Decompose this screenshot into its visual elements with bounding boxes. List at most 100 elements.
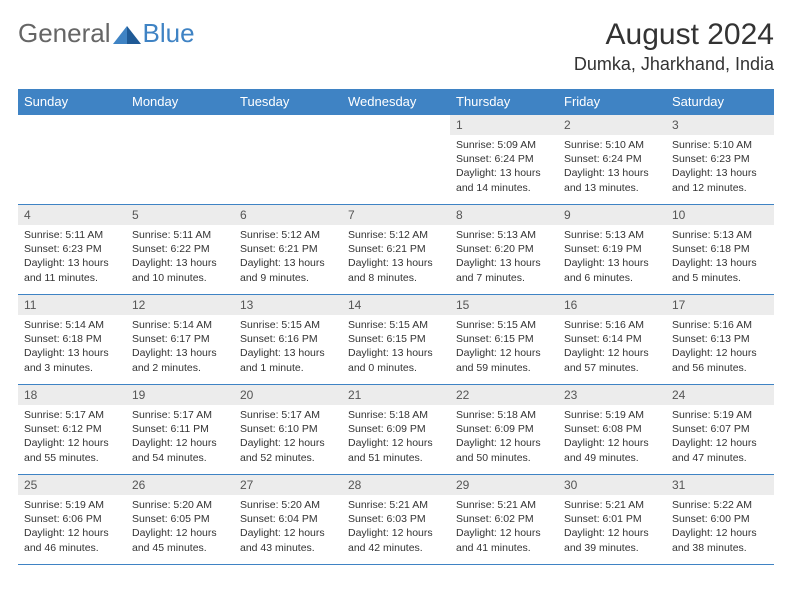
day-number: 23 — [558, 385, 666, 405]
sunrise-line: Sunrise: 5:13 AM — [564, 228, 660, 242]
day-number: 28 — [342, 475, 450, 495]
calendar-cell: 30Sunrise: 5:21 AMSunset: 6:01 PMDayligh… — [558, 475, 666, 565]
day-number: 7 — [342, 205, 450, 225]
daylight-line: Daylight: 12 hours and 39 minutes. — [564, 526, 660, 554]
logo: General Blue — [18, 18, 195, 49]
day-number: 12 — [126, 295, 234, 315]
sunset-line: Sunset: 6:19 PM — [564, 242, 660, 256]
daylight-line: Daylight: 13 hours and 1 minute. — [240, 346, 336, 374]
sunrise-line: Sunrise: 5:21 AM — [456, 498, 552, 512]
day-number: 13 — [234, 295, 342, 315]
daylight-line: Daylight: 13 hours and 10 minutes. — [132, 256, 228, 284]
sunset-line: Sunset: 6:09 PM — [348, 422, 444, 436]
day-info: Sunrise: 5:15 AMSunset: 6:16 PMDaylight:… — [234, 315, 342, 377]
calendar-cell: 8Sunrise: 5:13 AMSunset: 6:20 PMDaylight… — [450, 205, 558, 295]
sunrise-line: Sunrise: 5:20 AM — [132, 498, 228, 512]
day-info: Sunrise: 5:11 AMSunset: 6:22 PMDaylight:… — [126, 225, 234, 287]
sunset-line: Sunset: 6:24 PM — [456, 152, 552, 166]
sunset-line: Sunset: 6:24 PM — [564, 152, 660, 166]
day-info: Sunrise: 5:12 AMSunset: 6:21 PMDaylight:… — [234, 225, 342, 287]
calendar-cell: 16Sunrise: 5:16 AMSunset: 6:14 PMDayligh… — [558, 295, 666, 385]
daylight-line: Daylight: 12 hours and 52 minutes. — [240, 436, 336, 464]
sunset-line: Sunset: 6:07 PM — [672, 422, 768, 436]
daylight-line: Daylight: 13 hours and 7 minutes. — [456, 256, 552, 284]
sunrise-line: Sunrise: 5:19 AM — [672, 408, 768, 422]
day-info: Sunrise: 5:11 AMSunset: 6:23 PMDaylight:… — [18, 225, 126, 287]
day-header: Monday — [126, 89, 234, 115]
daylight-line: Daylight: 13 hours and 0 minutes. — [348, 346, 444, 374]
daylight-line: Daylight: 13 hours and 3 minutes. — [24, 346, 120, 374]
day-header: Sunday — [18, 89, 126, 115]
sunset-line: Sunset: 6:12 PM — [24, 422, 120, 436]
sunrise-line: Sunrise: 5:11 AM — [24, 228, 120, 242]
calendar-week: 11Sunrise: 5:14 AMSunset: 6:18 PMDayligh… — [18, 295, 774, 385]
daylight-line: Daylight: 13 hours and 11 minutes. — [24, 256, 120, 284]
daylight-line: Daylight: 12 hours and 38 minutes. — [672, 526, 768, 554]
daylight-line: Daylight: 12 hours and 46 minutes. — [24, 526, 120, 554]
daylight-line: Daylight: 12 hours and 43 minutes. — [240, 526, 336, 554]
calendar-cell: 18Sunrise: 5:17 AMSunset: 6:12 PMDayligh… — [18, 385, 126, 475]
sunset-line: Sunset: 6:04 PM — [240, 512, 336, 526]
day-number: 20 — [234, 385, 342, 405]
day-header: Wednesday — [342, 89, 450, 115]
calendar-cell: 17Sunrise: 5:16 AMSunset: 6:13 PMDayligh… — [666, 295, 774, 385]
calendar-cell: 4Sunrise: 5:11 AMSunset: 6:23 PMDaylight… — [18, 205, 126, 295]
calendar-cell: 6Sunrise: 5:12 AMSunset: 6:21 PMDaylight… — [234, 205, 342, 295]
day-header: Saturday — [666, 89, 774, 115]
day-info: Sunrise: 5:12 AMSunset: 6:21 PMDaylight:… — [342, 225, 450, 287]
day-header: Tuesday — [234, 89, 342, 115]
sunset-line: Sunset: 6:18 PM — [672, 242, 768, 256]
calendar-cell — [126, 115, 234, 205]
logo-text-1: General — [18, 18, 111, 49]
day-number: 5 — [126, 205, 234, 225]
sunset-line: Sunset: 6:15 PM — [348, 332, 444, 346]
calendar-cell: 28Sunrise: 5:21 AMSunset: 6:03 PMDayligh… — [342, 475, 450, 565]
day-number: 4 — [18, 205, 126, 225]
calendar-cell: 1Sunrise: 5:09 AMSunset: 6:24 PMDaylight… — [450, 115, 558, 205]
day-info: Sunrise: 5:19 AMSunset: 6:06 PMDaylight:… — [18, 495, 126, 557]
sunset-line: Sunset: 6:06 PM — [24, 512, 120, 526]
daylight-line: Daylight: 13 hours and 13 minutes. — [564, 166, 660, 194]
day-number: 11 — [18, 295, 126, 315]
sunrise-line: Sunrise: 5:17 AM — [24, 408, 120, 422]
day-number: 19 — [126, 385, 234, 405]
sunrise-line: Sunrise: 5:13 AM — [672, 228, 768, 242]
daylight-line: Daylight: 12 hours and 42 minutes. — [348, 526, 444, 554]
day-info: Sunrise: 5:19 AMSunset: 6:07 PMDaylight:… — [666, 405, 774, 467]
month-title: August 2024 — [574, 18, 774, 52]
sunrise-line: Sunrise: 5:11 AM — [132, 228, 228, 242]
day-info: Sunrise: 5:15 AMSunset: 6:15 PMDaylight:… — [342, 315, 450, 377]
sunrise-line: Sunrise: 5:12 AM — [348, 228, 444, 242]
calendar-cell: 25Sunrise: 5:19 AMSunset: 6:06 PMDayligh… — [18, 475, 126, 565]
sunset-line: Sunset: 6:00 PM — [672, 512, 768, 526]
daylight-line: Daylight: 12 hours and 49 minutes. — [564, 436, 660, 464]
header-row: SundayMondayTuesdayWednesdayThursdayFrid… — [18, 89, 774, 115]
calendar-cell: 10Sunrise: 5:13 AMSunset: 6:18 PMDayligh… — [666, 205, 774, 295]
calendar-cell — [234, 115, 342, 205]
day-info: Sunrise: 5:20 AMSunset: 6:05 PMDaylight:… — [126, 495, 234, 557]
sunrise-line: Sunrise: 5:14 AM — [132, 318, 228, 332]
daylight-line: Daylight: 12 hours and 55 minutes. — [24, 436, 120, 464]
location: Dumka, Jharkhand, India — [574, 54, 774, 75]
daylight-line: Daylight: 13 hours and 6 minutes. — [564, 256, 660, 284]
day-info: Sunrise: 5:21 AMSunset: 6:02 PMDaylight:… — [450, 495, 558, 557]
calendar-table: SundayMondayTuesdayWednesdayThursdayFrid… — [18, 89, 774, 565]
sunrise-line: Sunrise: 5:15 AM — [456, 318, 552, 332]
daylight-line: Daylight: 12 hours and 47 minutes. — [672, 436, 768, 464]
daylight-line: Daylight: 12 hours and 56 minutes. — [672, 346, 768, 374]
daylight-line: Daylight: 13 hours and 5 minutes. — [672, 256, 768, 284]
sunrise-line: Sunrise: 5:18 AM — [456, 408, 552, 422]
day-header: Friday — [558, 89, 666, 115]
calendar-cell: 20Sunrise: 5:17 AMSunset: 6:10 PMDayligh… — [234, 385, 342, 475]
daylight-line: Daylight: 13 hours and 8 minutes. — [348, 256, 444, 284]
day-number: 16 — [558, 295, 666, 315]
day-number: 17 — [666, 295, 774, 315]
calendar-cell: 2Sunrise: 5:10 AMSunset: 6:24 PMDaylight… — [558, 115, 666, 205]
sunset-line: Sunset: 6:03 PM — [348, 512, 444, 526]
sunrise-line: Sunrise: 5:17 AM — [240, 408, 336, 422]
logo-text-2: Blue — [143, 18, 195, 49]
sunset-line: Sunset: 6:21 PM — [240, 242, 336, 256]
daylight-line: Daylight: 13 hours and 9 minutes. — [240, 256, 336, 284]
sunset-line: Sunset: 6:14 PM — [564, 332, 660, 346]
sunset-line: Sunset: 6:02 PM — [456, 512, 552, 526]
